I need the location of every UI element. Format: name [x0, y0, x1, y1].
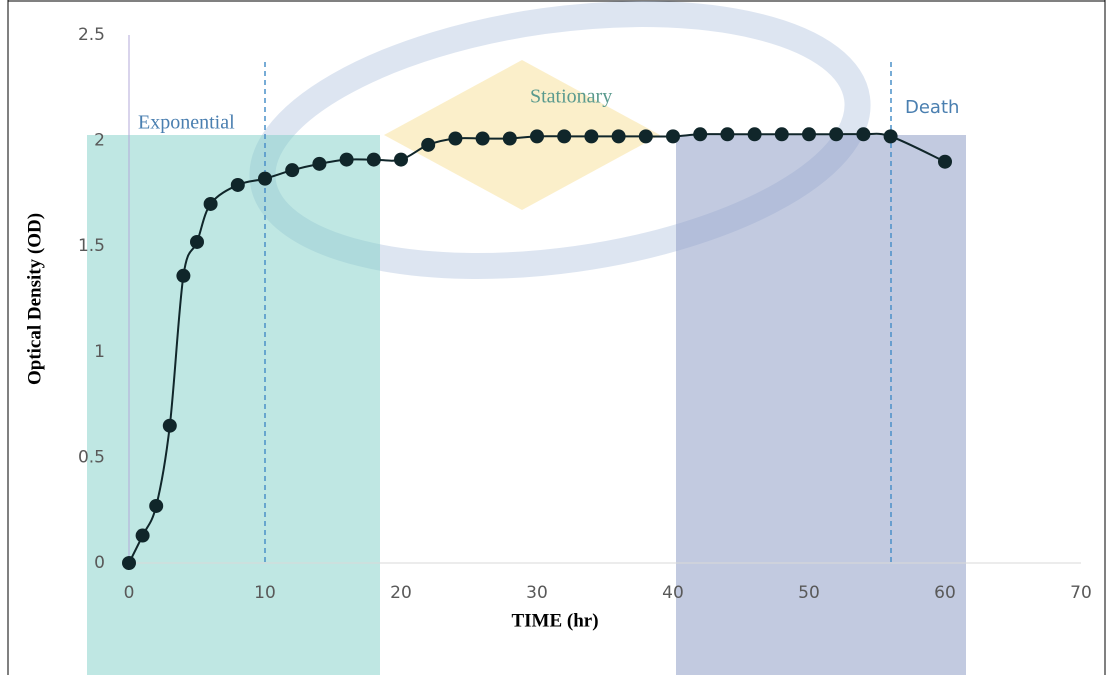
y-tick-label: 0 [94, 553, 105, 573]
data-point [176, 269, 190, 283]
data-point [448, 131, 462, 145]
x-tick-label: 20 [390, 583, 412, 603]
annotation: Exponential [138, 112, 235, 134]
data-point [421, 138, 435, 152]
y-tick-label: 1.5 [78, 236, 105, 256]
y-axis-title: Optical Density (OD) [24, 213, 45, 385]
data-point [394, 153, 408, 167]
data-point [204, 197, 218, 211]
data-point [340, 153, 354, 167]
data-point [612, 129, 626, 143]
y-tick-label: 0.5 [78, 447, 105, 467]
data-point [149, 499, 163, 513]
data-point [856, 127, 870, 141]
data-point [557, 129, 571, 143]
data-point [584, 129, 598, 143]
data-point [476, 131, 490, 145]
data-point [122, 556, 136, 570]
y-tick-label: 2.5 [78, 25, 105, 45]
annotation: Death [905, 97, 959, 118]
data-point [367, 153, 381, 167]
data-point [163, 419, 177, 433]
chart: Exponential Stationary Death TIME (hr) O… [0, 0, 1120, 675]
x-tick-label: 10 [254, 583, 276, 603]
data-point [503, 131, 517, 145]
x-tick-label: 30 [526, 583, 548, 603]
annotation: Stationary [530, 86, 612, 108]
data-point [190, 235, 204, 249]
data-point [748, 127, 762, 141]
x-tick-label: 60 [934, 583, 956, 603]
data-point [720, 127, 734, 141]
data-point [258, 172, 272, 186]
data-point [775, 127, 789, 141]
x-tick-label: 0 [124, 583, 135, 603]
death-phase [676, 135, 966, 675]
data-point [312, 157, 326, 171]
x-axis-title: TIME (hr) [511, 610, 598, 631]
x-tick-label: 40 [662, 583, 684, 603]
data-point [829, 127, 843, 141]
data-point [530, 129, 544, 143]
data-point [136, 529, 150, 543]
data-point [884, 129, 898, 143]
data-point [666, 129, 680, 143]
data-point [285, 163, 299, 177]
x-tick-label: 70 [1070, 583, 1092, 603]
data-point [639, 129, 653, 143]
data-point [802, 127, 816, 141]
y-tick-label: 1 [94, 342, 105, 362]
data-point [231, 178, 245, 192]
data-point [938, 155, 952, 169]
x-tick-label: 50 [798, 583, 820, 603]
y-tick-label: 2 [94, 131, 105, 151]
data-point [693, 127, 707, 141]
